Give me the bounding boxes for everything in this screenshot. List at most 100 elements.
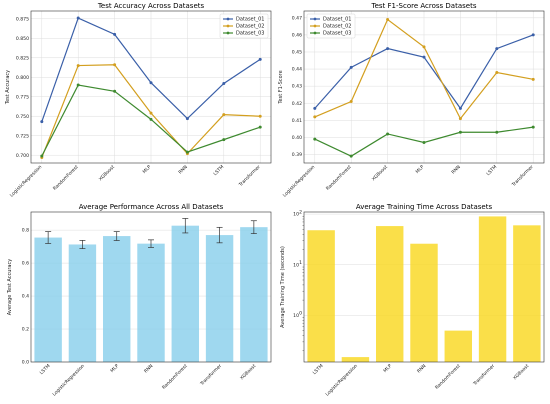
y-axis-label: Test F1-Score	[278, 70, 284, 104]
data-point-Dataset_02	[258, 114, 262, 118]
x-tick-label: Transformer	[237, 164, 262, 189]
data-point-Dataset_03	[76, 83, 80, 87]
x-tick-label: MLP	[109, 363, 120, 374]
legend-entry: Dataset_02	[236, 24, 264, 30]
data-point-Dataset_01	[531, 33, 535, 37]
average-performance-bar-chart: Average Performance Across All Datasets 0…	[7, 203, 272, 398]
x-tick-label: RNN	[450, 164, 461, 175]
x-tick-label: XGBoost	[239, 363, 257, 381]
x-tick-label: RandomForest	[52, 164, 80, 192]
legend-entry: Dataset_01	[323, 17, 351, 23]
y-tick-label: 0.725	[16, 133, 29, 139]
data-point-Dataset_01	[40, 120, 44, 124]
legend-swatch-marker	[226, 31, 230, 35]
x-tick-label: XGBoost	[512, 363, 530, 381]
x-tick-label: LogisticRegression	[9, 164, 43, 198]
bar-Transformer	[478, 216, 507, 362]
data-point-Dataset_02	[531, 77, 535, 81]
x-tick-label: LSTM	[485, 164, 498, 177]
x-tick-label: RNN	[177, 164, 188, 175]
data-point-Dataset_02	[495, 70, 499, 74]
data-point-Dataset_01	[313, 106, 317, 110]
y-tick-label: 0.875	[16, 16, 29, 22]
data-point-Dataset_01	[495, 47, 499, 51]
legend-entry: Dataset_02	[323, 24, 351, 30]
data-point-Dataset_02	[349, 100, 353, 104]
y-tick-label: 0.47	[292, 15, 302, 21]
x-tick-label: LogisticRegression	[51, 363, 85, 397]
x-tick-label: RandomForest	[434, 363, 462, 391]
bar-MLP	[103, 236, 131, 362]
data-point-Dataset_02	[458, 117, 462, 121]
y-tick-label: 0.850	[16, 36, 29, 42]
bar-LSTM	[34, 237, 62, 362]
y-axis-label: Average Training Time (seconds)	[280, 246, 286, 328]
legend-box	[219, 13, 269, 39]
y-tick-label: 0.39	[292, 152, 302, 158]
legend-swatch-marker	[313, 31, 317, 35]
plot-frame	[303, 211, 545, 363]
x-tick-label: LSTM	[312, 363, 325, 376]
data-point-Dataset_01	[222, 81, 226, 85]
y-tick-label: 0.0	[22, 360, 29, 366]
x-tick-label: Transformer	[199, 363, 224, 388]
bar-XGBoost	[240, 227, 268, 362]
x-tick-label: RNN	[143, 363, 154, 374]
y-tick-label: 0.45	[292, 50, 302, 56]
data-point-Dataset_01	[185, 117, 189, 121]
y-tick-label: 10	[293, 212, 299, 218]
y-axis-label: Average Test Accuracy	[7, 259, 13, 315]
data-point-Dataset_02	[313, 115, 317, 119]
f1-line-chart: Test F1-Score Across Datasets 0.39 0.40 0.4…	[278, 2, 545, 199]
bar-RandomForest	[444, 330, 472, 362]
x-tick-label: LogisticRegression	[324, 363, 358, 397]
y-tick-label: 0.2	[22, 327, 29, 333]
data-point-Dataset_03	[313, 137, 317, 141]
y-tick-label: 0.6	[22, 261, 29, 267]
data-point-Dataset_03	[113, 89, 117, 93]
y-tick-label: 0.43	[292, 84, 302, 90]
data-point-Dataset_03	[149, 117, 153, 121]
data-point-Dataset_01	[258, 57, 262, 61]
plot-frame	[30, 10, 272, 164]
bar-XGBoost	[513, 225, 541, 362]
data-point-Dataset_03	[495, 130, 499, 134]
chart-title: Test Accuracy Across Datasets	[97, 2, 205, 10]
data-point-Dataset_01	[76, 16, 80, 20]
y-tick-label: 0.46	[292, 33, 302, 39]
data-point-Dataset_02	[113, 63, 117, 67]
bar-LogisticRegression	[341, 357, 370, 362]
y-tick-label: 0.800	[16, 75, 29, 81]
x-tick-label: LogisticRegression	[282, 164, 316, 198]
legend-entry: Dataset_01	[236, 17, 264, 23]
x-tick-label: MLP	[415, 164, 426, 175]
x-tick-label: Transformer	[510, 164, 535, 189]
bar-RNN	[137, 243, 165, 362]
x-tick-label: XGBoost	[371, 164, 389, 182]
chart-title: Test F1-Score Across Datasets	[371, 2, 477, 10]
data-point-Dataset_03	[422, 141, 426, 145]
y-tick-exponent: 2	[299, 209, 302, 215]
legend-box	[306, 13, 356, 39]
data-point-Dataset_03	[386, 132, 390, 136]
y-tick-label: 10	[293, 262, 299, 268]
bar-Transformer	[205, 235, 234, 362]
data-point-Dataset_01	[349, 65, 353, 69]
data-point-Dataset_03	[349, 154, 353, 158]
y-tick-exponent: 0	[299, 311, 302, 317]
data-point-Dataset_03	[531, 125, 535, 129]
bar-LSTM	[307, 230, 335, 362]
y-tick-label: 0.41	[292, 118, 302, 124]
data-point-Dataset_01	[458, 106, 462, 110]
data-point-Dataset_02	[422, 45, 426, 49]
plot-frame	[303, 10, 545, 164]
data-point-Dataset_01	[113, 32, 117, 36]
legend-swatch-marker	[226, 17, 230, 21]
data-point-Dataset_01	[149, 81, 153, 85]
y-tick-label: 0.750	[16, 114, 29, 120]
x-tick-label: RandomForest	[325, 164, 353, 192]
accuracy-line-chart: Test Accuracy Across Datasets 0.700 0.725 0…	[5, 2, 272, 199]
data-point-Dataset_02	[222, 113, 226, 117]
legend-entry: Dataset_03	[236, 31, 264, 37]
